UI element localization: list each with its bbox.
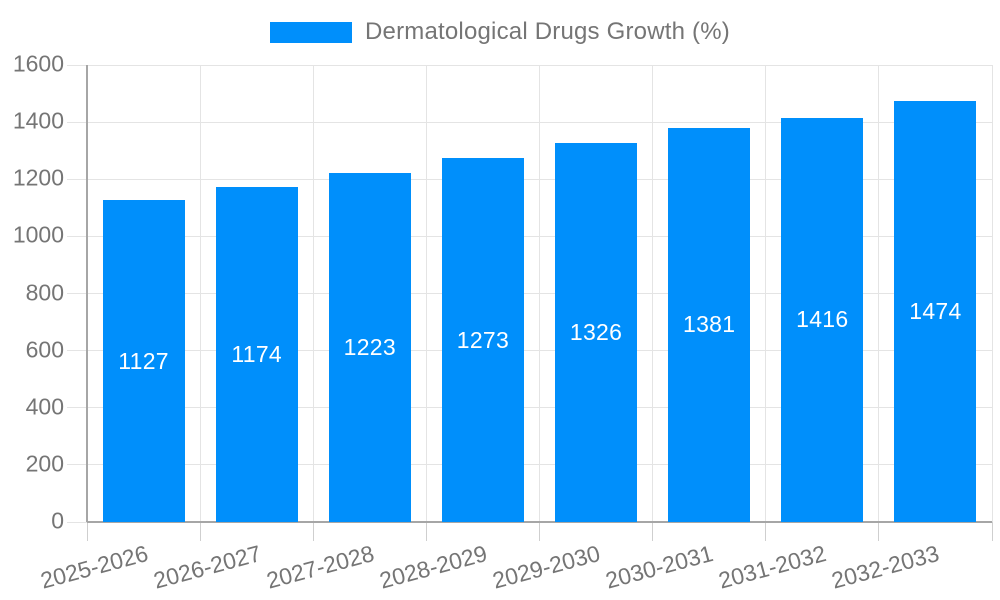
bar[interactable]: 1474	[894, 100, 977, 522]
x-axis-category-label: 2027-2028	[263, 540, 377, 594]
x-axis-category-label: 2029-2030	[489, 540, 603, 594]
x-axis-tick	[652, 522, 654, 541]
legend-label: Dermatological Drugs Growth (%)	[365, 18, 730, 45]
x-axis-tick	[765, 522, 767, 541]
legend-swatch	[270, 21, 352, 43]
bar-value-label: 1326	[569, 319, 623, 346]
chart-legend: Dermatological Drugs Growth (%)	[0, 18, 1000, 46]
x-axis-tick	[312, 522, 314, 541]
bar[interactable]: 1416	[781, 117, 864, 522]
grid-line-vertical	[991, 65, 993, 522]
bar-value-label: 1416	[796, 306, 849, 333]
bar[interactable]: 1223	[328, 172, 411, 522]
grid-line-vertical	[652, 65, 654, 522]
legend-item[interactable]: Dermatological Drugs Growth (%)	[270, 18, 730, 46]
y-axis-tick-label: 1200	[12, 164, 64, 191]
grid-line-horizontal	[67, 293, 992, 294]
grid-line-horizontal	[67, 464, 992, 466]
bar[interactable]: 1326	[555, 143, 638, 522]
grid-line-vertical	[539, 65, 540, 522]
x-axis-category-label: 2025-2026	[37, 540, 151, 594]
y-axis-tick-label: 200	[25, 450, 64, 477]
bar[interactable]: 1273	[441, 158, 524, 522]
grid-line-horizontal	[67, 121, 992, 123]
grid-line-horizontal	[67, 407, 992, 409]
grid-line-horizontal	[67, 235, 992, 237]
bar-value-label: 1474	[909, 297, 962, 324]
x-axis-line	[87, 521, 992, 523]
bar-value-label: 1381	[683, 311, 736, 338]
x-axis-tick	[991, 522, 993, 541]
y-axis-line	[86, 65, 88, 522]
bar[interactable]: 1127	[102, 200, 185, 522]
plot-area: 0 200 400 600 800 1000 1200 1400 1600 1127 2025-20…	[13, 50, 993, 594]
x-axis-category-label: 2032-2033	[829, 540, 943, 594]
grid-line-vertical	[425, 65, 427, 522]
grid-line-horizontal	[67, 178, 992, 180]
bar-value-label: 1174	[231, 340, 283, 367]
x-axis-category-label: 2026-2027	[150, 540, 264, 594]
x-axis-category-label: 2030-2031	[602, 540, 716, 594]
x-axis-category-label: 2031-2032	[716, 540, 830, 594]
x-axis-tick	[539, 522, 540, 541]
grid-line-vertical	[199, 65, 201, 522]
x-axis-tick	[425, 522, 427, 541]
x-axis-category-label: 2028-2029	[376, 540, 490, 594]
grid-line-horizontal	[67, 64, 992, 66]
bar-value-label: 1127	[118, 347, 169, 374]
bar[interactable]: 1381	[668, 127, 751, 522]
y-axis-tick-label: 600	[25, 336, 64, 363]
bar-value-label: 1273	[456, 326, 510, 353]
grid-line-vertical	[878, 65, 880, 522]
bar[interactable]: 1174	[215, 186, 298, 522]
y-axis-tick-label: 0	[51, 507, 64, 534]
x-axis-tick	[199, 522, 201, 541]
grid-line-horizontal	[67, 350, 992, 352]
y-axis-tick-label: 400	[25, 393, 64, 420]
grid-line-vertical	[765, 65, 767, 522]
x-axis-tick	[878, 522, 880, 541]
y-axis-tick-label: 1600	[12, 50, 64, 77]
bar-value-label: 1223	[343, 333, 396, 360]
grid-line-vertical	[312, 65, 314, 522]
y-axis-tick-label: 1400	[12, 107, 64, 134]
y-axis-tick-label: 800	[25, 278, 64, 305]
y-axis-tick-label: 1000	[12, 221, 64, 248]
x-axis-tick	[86, 522, 88, 541]
